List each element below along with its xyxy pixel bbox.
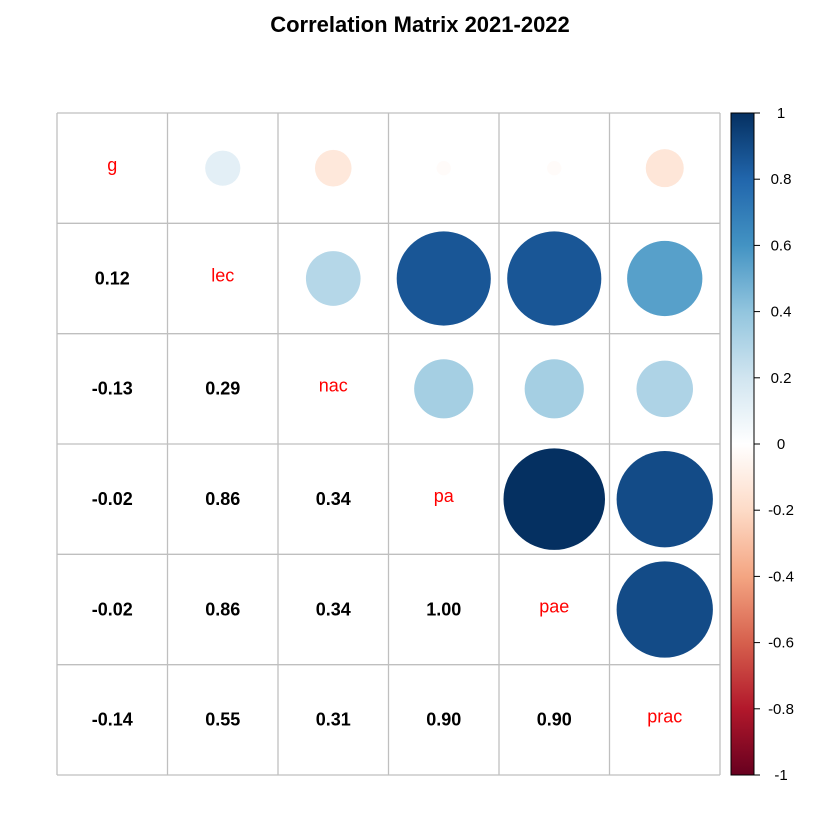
colorbar-tick-label: -0.2 — [768, 502, 794, 519]
colorbar-tick-label: 0 — [777, 436, 785, 453]
colorbar-tick-label: -0.8 — [768, 701, 794, 718]
diagonal-label-lec: lec — [211, 265, 234, 285]
coef-label-pa-g: -0.02 — [92, 489, 133, 509]
coef-circle-g-pa — [436, 160, 451, 176]
coef-circle-g-pae — [547, 160, 562, 176]
coef-label-prac-pae: 0.90 — [537, 710, 572, 730]
colorbar-tick-label: 0.8 — [771, 171, 792, 188]
diagonal-label-g: g — [107, 155, 117, 175]
diagonal-label-pae: pae — [539, 596, 569, 616]
colorbar-tick-label: 0.6 — [771, 237, 792, 254]
coef-label-pae-pa: 1.00 — [426, 599, 461, 619]
colorbar-tick-label: 0.4 — [771, 304, 792, 321]
coef-circle-nac-pa — [414, 359, 474, 419]
colorbar-gradient — [730, 112, 755, 776]
coef-circle-g-nac — [314, 149, 352, 187]
chart-title: Correlation Matrix 2021-2022 — [270, 12, 570, 37]
colorbar-tick-label: -0.6 — [768, 635, 794, 652]
diagonal-label-pa: pa — [434, 486, 455, 506]
coef-circle-nac-pae — [524, 359, 584, 419]
coef-circle-pa-prac — [616, 451, 713, 548]
coef-circle-pae-prac — [616, 561, 713, 658]
coef-circle-lec-pa — [396, 231, 491, 326]
colorbar-tick-label: -0.4 — [768, 568, 794, 585]
coef-label-prac-nac: 0.31 — [316, 710, 351, 730]
colorbar-tick-label: -1 — [774, 767, 787, 784]
matrix-cells: g 0.12 lec -0.13 0.29 nac -0.02 0.86 0.34 pa -0.02… — [92, 149, 713, 730]
coef-label-pae-lec: 0.86 — [205, 599, 240, 619]
coef-circle-nac-prac — [636, 360, 694, 418]
coef-label-nac-g: -0.13 — [92, 379, 133, 399]
coef-circle-lec-pae — [507, 231, 602, 326]
coef-circle-g-lec — [205, 150, 241, 186]
coef-label-prac-lec: 0.55 — [205, 710, 240, 730]
colorbar-tick-label: 1 — [777, 105, 785, 122]
coef-label-pae-g: -0.02 — [92, 599, 133, 619]
coef-label-pa-lec: 0.86 — [205, 489, 240, 509]
coef-label-pa-nac: 0.34 — [316, 489, 351, 509]
coef-label-prac-pa: 0.90 — [426, 710, 461, 730]
diagonal-label-prac: prac — [647, 707, 682, 727]
coef-circle-lec-nac — [305, 251, 361, 306]
coef-label-prac-g: -0.14 — [92, 710, 133, 730]
coef-label-nac-lec: 0.29 — [205, 379, 240, 399]
colorbar-tick-label: 0.2 — [771, 370, 792, 387]
diagonal-label-nac: nac — [319, 376, 348, 396]
coef-circle-pa-pae — [503, 448, 606, 550]
colorbar: 1 0.8 0.6 0.4 0.2 0 -0.2 -0.4 -0.6 -0.8 -1 — [730, 105, 794, 784]
coef-label-lec-g: 0.12 — [95, 268, 130, 288]
coef-circle-g-prac — [645, 149, 684, 188]
matrix-grid — [56, 112, 721, 776]
coef-label-pae-nac: 0.34 — [316, 599, 351, 619]
coef-circle-lec-prac — [627, 240, 703, 317]
